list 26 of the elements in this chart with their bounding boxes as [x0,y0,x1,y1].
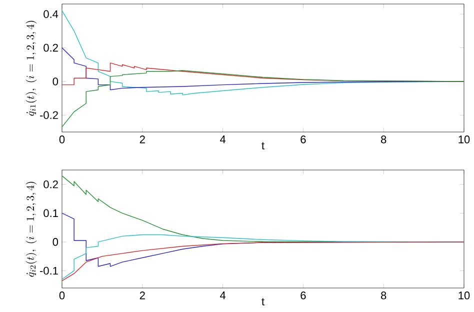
x-tick-label: 10 [458,136,470,144]
x-tick-label: 4 [220,136,226,144]
y-tick-label: 0.2 [44,44,58,52]
y-tick-label: -0.1 [40,266,58,275]
x-tick-label: 2 [140,292,145,300]
line-series [62,70,464,128]
line-series [62,242,464,282]
x-tick-label: 6 [300,136,306,144]
y-tick-label: -0.2 [40,111,58,120]
x-tick-label: 10 [458,292,470,300]
x-tick-label: 0 [59,292,65,300]
x-axis-title: t [262,142,264,150]
y-axis-title: $\dot{q}_{i2}(t),\ (i=1,2,3,4)$ [26,182,37,277]
x-tick-label: 0 [59,136,65,144]
y-tick-label: 0.4 [44,10,58,18]
y-tick-label: 0.2 [44,180,58,188]
x-tick-label: 4 [220,292,226,300]
y-tick-label: 0 [52,78,58,86]
y-tick-label: 0 [52,238,58,246]
x-tick-label: 8 [381,136,386,144]
x-tick-label: 8 [381,292,386,300]
y-tick-label: 0.1 [44,209,58,218]
x-tick-label: 6 [300,292,306,300]
x-axis-title: t [262,298,264,306]
x-tick-label: 2 [140,136,145,144]
y-axis-title: $\dot{q}_{i1}(t),\ (i=1,2,3,4)$ [26,20,37,116]
